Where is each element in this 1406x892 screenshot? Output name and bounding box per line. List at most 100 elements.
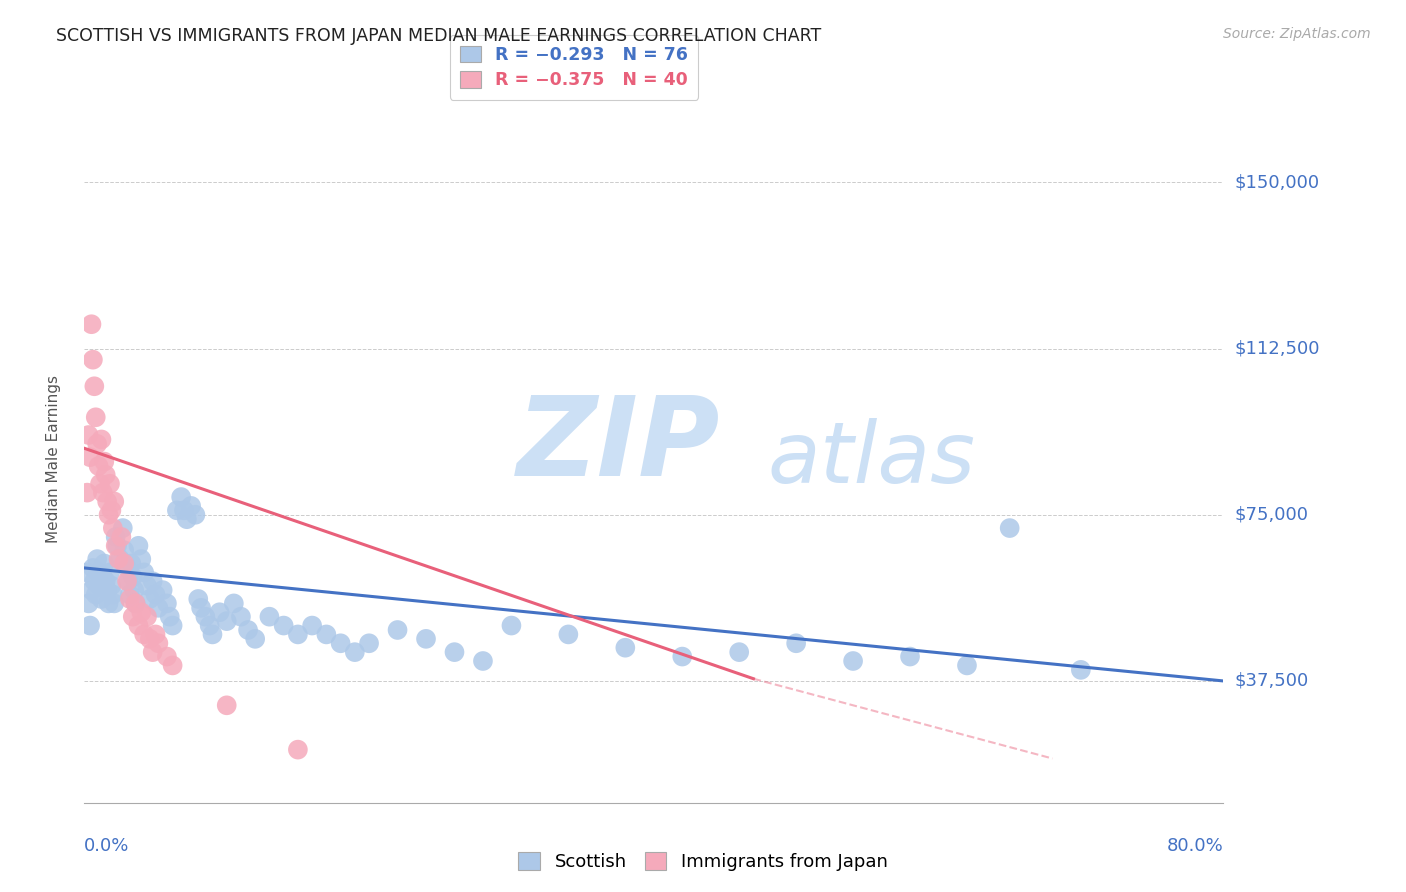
Point: [121, 609, 143, 624]
Point: [898, 649, 921, 664]
Point: [148, 636, 170, 650]
Point: [162, 618, 184, 632]
Point: [162, 658, 184, 673]
Point: [83, 379, 105, 393]
Point: [111, 521, 134, 535]
Point: [89, 579, 111, 593]
Point: [145, 588, 167, 602]
Point: [359, 636, 381, 650]
Point: [166, 503, 188, 517]
Point: [94, 467, 117, 482]
Point: [201, 627, 224, 641]
Point: [194, 609, 217, 624]
Point: [107, 552, 129, 566]
Text: $112,500: $112,500: [1234, 340, 1320, 358]
Point: [443, 645, 465, 659]
Point: [94, 574, 117, 589]
Point: [136, 579, 159, 593]
Point: [1070, 663, 1092, 677]
Point: [100, 503, 122, 517]
Point: [118, 588, 141, 602]
Point: [170, 490, 193, 504]
Point: [77, 596, 100, 610]
Y-axis label: Median Male Earnings: Median Male Earnings: [46, 376, 60, 543]
Point: [142, 645, 165, 659]
Point: [148, 600, 170, 615]
Point: [84, 410, 107, 425]
Point: [728, 645, 751, 659]
Point: [105, 539, 128, 553]
Point: [124, 596, 146, 610]
Text: Source: ZipAtlas.com: Source: ZipAtlas.com: [1223, 27, 1371, 41]
Point: [115, 561, 138, 575]
Point: [273, 618, 295, 632]
Point: [90, 591, 112, 606]
Point: [96, 494, 118, 508]
Point: [127, 618, 149, 632]
Point: [287, 742, 309, 756]
Point: [76, 485, 98, 500]
Point: [287, 627, 309, 641]
Point: [222, 596, 245, 610]
Point: [101, 588, 124, 602]
Point: [152, 583, 174, 598]
Point: [98, 566, 121, 580]
Point: [173, 503, 195, 517]
Point: [329, 636, 352, 650]
Point: [108, 552, 131, 566]
Point: [956, 658, 979, 673]
Point: [80, 583, 103, 598]
Point: [82, 561, 104, 575]
Point: [110, 530, 132, 544]
Point: [80, 317, 103, 331]
Text: $37,500: $37,500: [1234, 672, 1309, 690]
Point: [187, 591, 209, 606]
Point: [82, 352, 104, 367]
Point: [387, 623, 409, 637]
Point: [87, 566, 110, 580]
Point: [122, 583, 145, 598]
Point: [415, 632, 437, 646]
Point: [112, 543, 135, 558]
Point: [139, 591, 162, 606]
Point: [86, 437, 108, 451]
Point: [134, 566, 156, 580]
Point: [103, 596, 125, 610]
Point: [142, 574, 165, 589]
Text: $75,000: $75,000: [1234, 506, 1309, 524]
Point: [93, 454, 115, 468]
Point: [98, 476, 121, 491]
Point: [104, 530, 127, 544]
Legend: Scottish, Immigrants from Japan: Scottish, Immigrants from Japan: [512, 846, 894, 879]
Point: [76, 566, 98, 580]
Point: [139, 632, 162, 646]
Point: [120, 557, 142, 571]
Point: [121, 570, 143, 584]
Point: [131, 552, 153, 566]
Point: [104, 539, 127, 553]
Point: [83, 574, 105, 589]
Text: 80.0%: 80.0%: [1167, 837, 1223, 855]
Point: [184, 508, 207, 522]
Point: [842, 654, 865, 668]
Point: [79, 618, 101, 632]
Point: [198, 618, 221, 632]
Point: [79, 450, 101, 465]
Point: [86, 552, 108, 566]
Point: [501, 618, 523, 632]
Point: [115, 574, 138, 589]
Point: [215, 614, 238, 628]
Point: [671, 649, 693, 664]
Point: [156, 649, 179, 664]
Point: [998, 521, 1021, 535]
Point: [190, 600, 212, 615]
Point: [93, 557, 115, 571]
Point: [112, 557, 135, 571]
Point: [124, 596, 146, 610]
Point: [156, 596, 179, 610]
Point: [96, 583, 118, 598]
Point: [145, 627, 167, 641]
Point: [159, 609, 181, 624]
Point: [97, 596, 120, 610]
Point: [118, 591, 141, 606]
